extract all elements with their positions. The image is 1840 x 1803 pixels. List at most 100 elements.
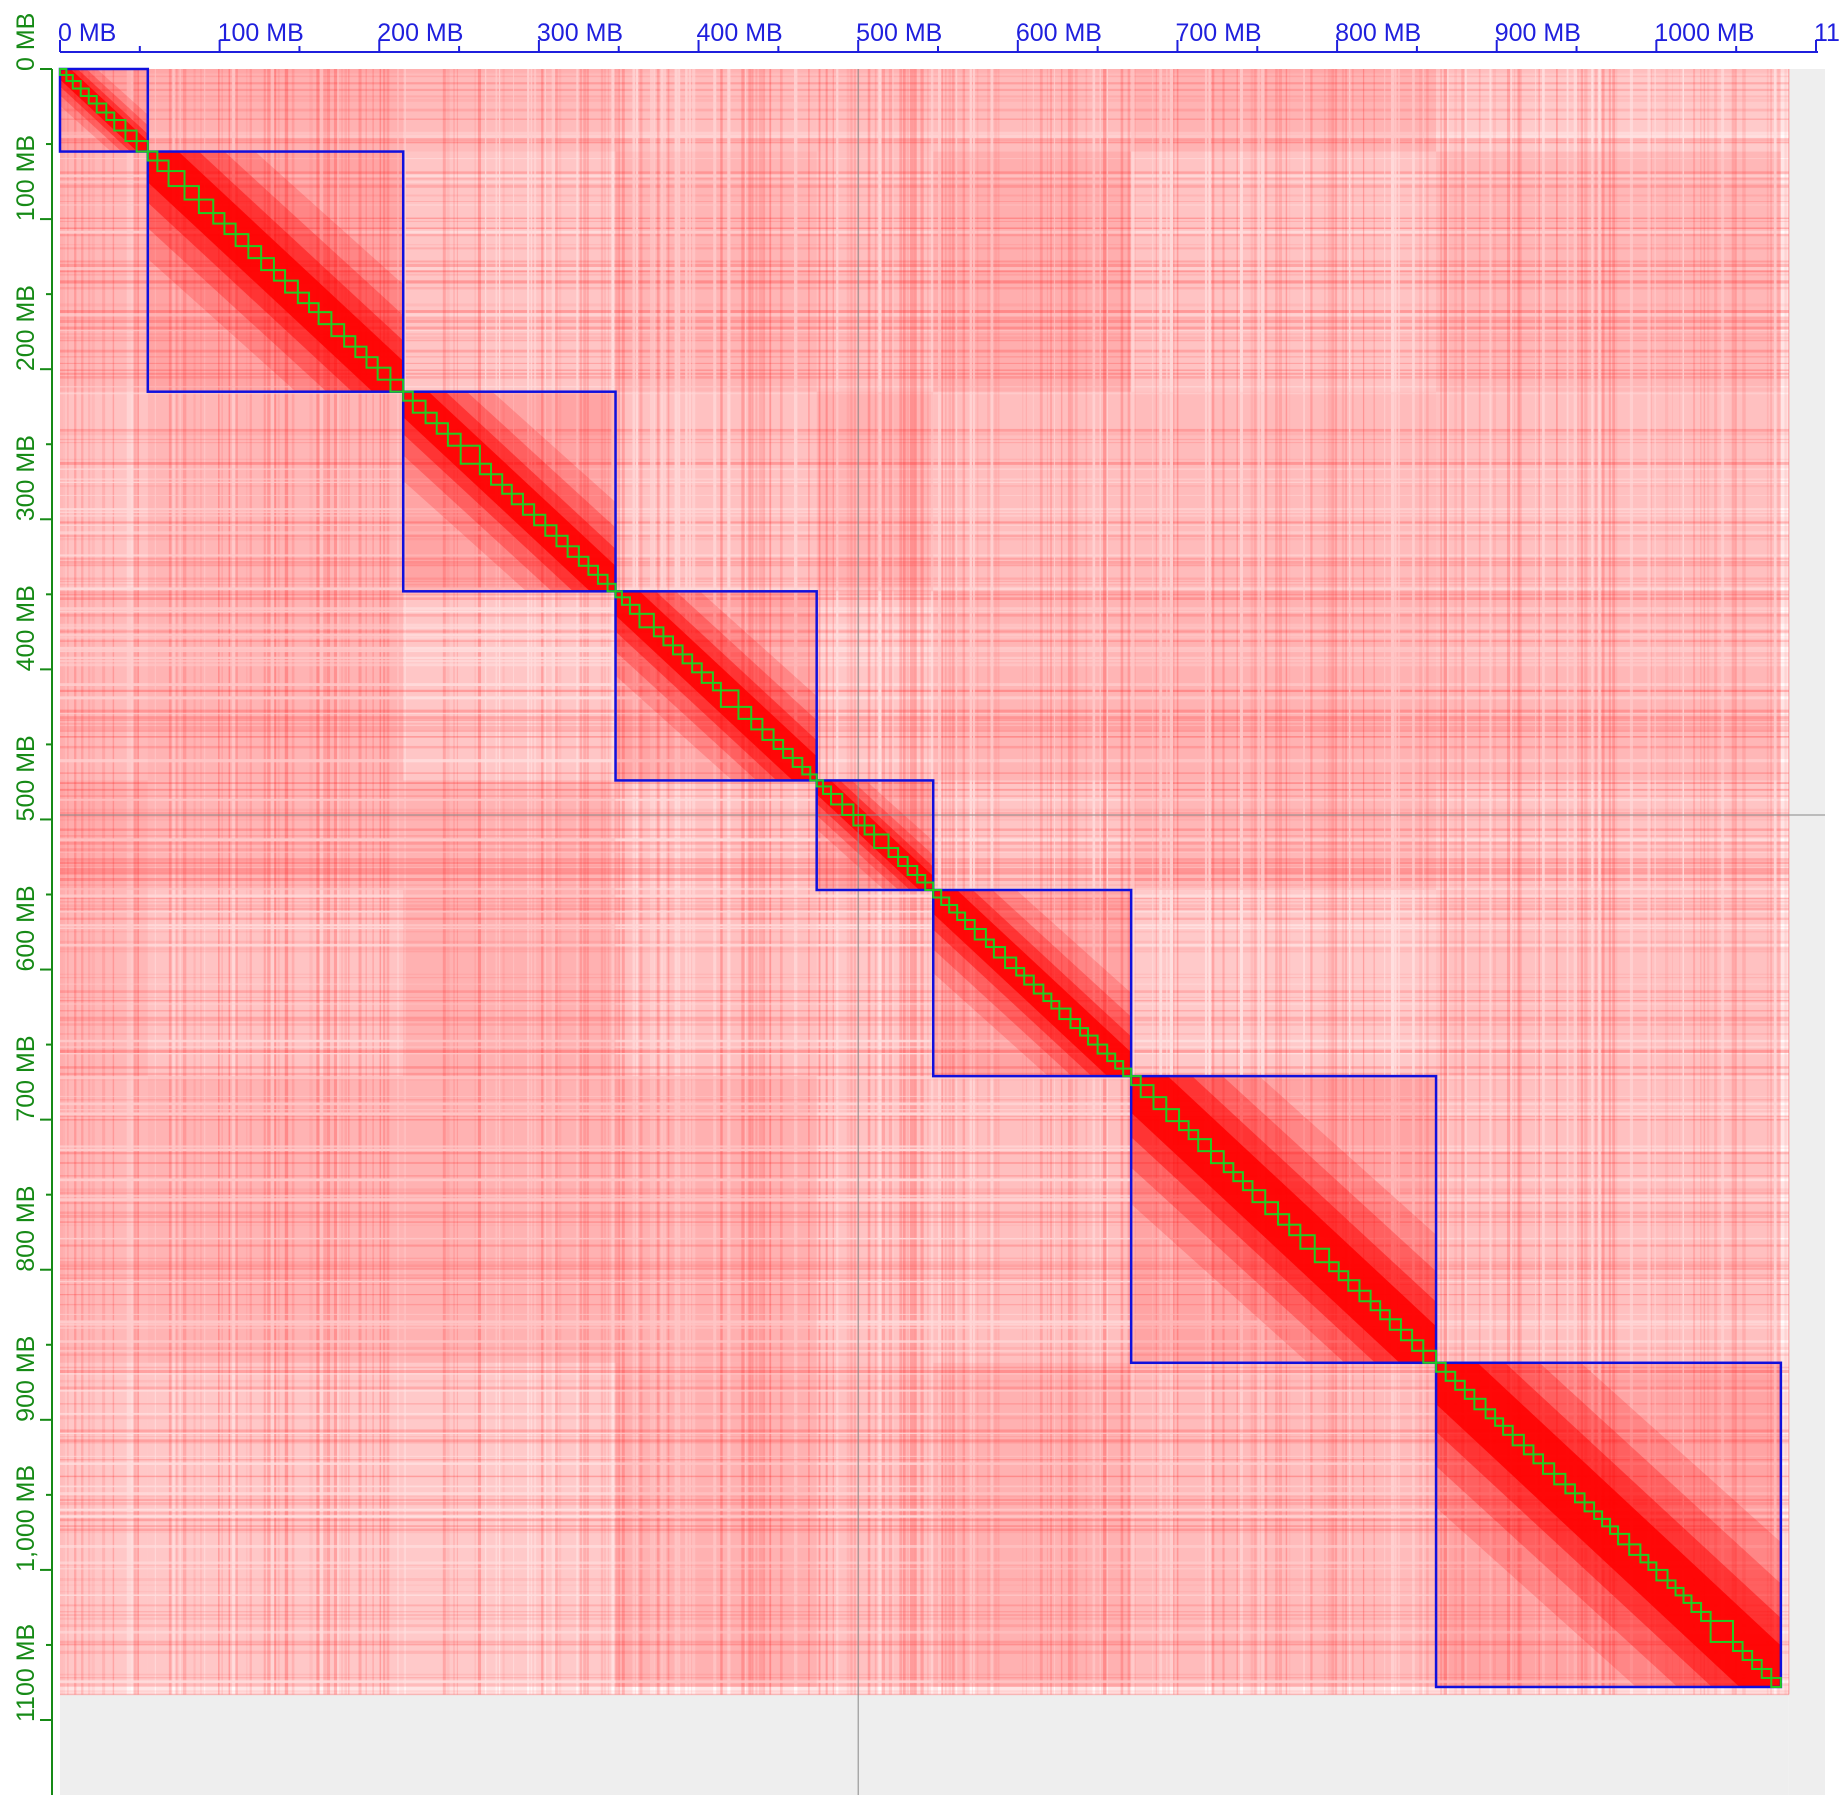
contig-boundary-box[interactable] (1050, 1000, 1061, 1010)
contig-boundary-box[interactable] (1379, 1309, 1391, 1321)
contig-boundary-box[interactable] (478, 462, 493, 476)
contig-boundary-box[interactable] (234, 233, 250, 248)
contig-boundary-box[interactable] (852, 813, 866, 827)
contig-boundary-box[interactable] (587, 564, 599, 576)
contig-boundary-box[interactable] (992, 946, 1007, 959)
contig-boundary-box[interactable] (1700, 1610, 1712, 1622)
contig-boundary-box[interactable] (1096, 1043, 1109, 1055)
contig-boundary-box[interactable] (260, 257, 275, 272)
contig-boundary-box[interactable] (376, 366, 392, 381)
contig-boundary-box[interactable] (411, 399, 427, 414)
contig-boundary-box[interactable] (1152, 1096, 1168, 1111)
contig-boundary-box[interactable] (1087, 1034, 1099, 1046)
contig-boundary-box[interactable] (924, 881, 935, 891)
contig-boundary-box[interactable] (841, 803, 855, 816)
contig-boundary-box[interactable] (1079, 1027, 1090, 1037)
contig-boundary-box[interactable] (906, 864, 919, 876)
contig-boundary-box[interactable] (1288, 1223, 1302, 1237)
contig-boundary-box[interactable] (247, 245, 263, 260)
contig-boundary-box[interactable] (1463, 1388, 1476, 1400)
contig-boundary-box[interactable] (223, 222, 237, 236)
contig-boundary-box[interactable] (1741, 1649, 1754, 1661)
contig-boundary-box[interactable] (614, 590, 623, 599)
contig-boundary-box[interactable] (1347, 1279, 1361, 1292)
contig-boundary-box[interactable] (79, 87, 90, 98)
contig-boundary-box[interactable] (761, 728, 775, 741)
contig-boundary-box[interactable] (1241, 1180, 1254, 1192)
contig-boundary-box[interactable] (1337, 1270, 1350, 1282)
contig-boundary-box[interactable] (1502, 1424, 1514, 1436)
contig-boundary-box[interactable] (167, 170, 186, 188)
contig-boundary-box[interactable] (1494, 1417, 1505, 1427)
contig-boundary-box[interactable] (932, 888, 943, 899)
contig-boundary-box[interactable] (1042, 992, 1053, 1003)
contig-boundary-box[interactable] (1015, 967, 1026, 977)
contig-boundary-box[interactable] (156, 159, 170, 173)
contig-boundary-box[interactable] (501, 483, 513, 495)
contig-boundary-box[interactable] (317, 311, 333, 326)
contig-boundary-box[interactable] (1023, 974, 1035, 986)
contig-boundary-box[interactable] (1593, 1510, 1604, 1520)
contig-boundary-box[interactable] (1358, 1289, 1372, 1303)
contig-boundary-box[interactable] (272, 269, 287, 282)
contig-boundary-box[interactable] (1313, 1247, 1331, 1264)
contig-boundary-box[interactable] (71, 80, 82, 90)
contig-boundary-box[interactable] (446, 432, 462, 447)
contig-boundary-box[interactable] (1573, 1492, 1586, 1504)
contig-boundary-box[interactable] (830, 792, 844, 806)
contig-boundary-box[interactable] (1411, 1339, 1425, 1352)
contig-boundary-box[interactable] (566, 545, 580, 558)
contig-boundary-box[interactable] (700, 671, 714, 684)
contig-boundary-box[interactable] (956, 911, 967, 922)
contig-boundary-box[interactable] (940, 896, 951, 907)
contig-boundary-box[interactable] (1601, 1517, 1612, 1528)
contig-boundary-box[interactable] (1388, 1318, 1402, 1331)
contig-boundary-box[interactable] (1709, 1619, 1734, 1643)
contig-boundary-box[interactable] (750, 717, 764, 731)
contig-boundary-box[interactable] (815, 779, 825, 788)
contig-boundary-box[interactable] (822, 785, 833, 795)
contig-boundary-box[interactable] (1731, 1640, 1744, 1652)
contig-boundary-box[interactable] (354, 345, 368, 359)
contig-boundary-box[interactable] (1511, 1433, 1525, 1447)
contig-boundary-box[interactable] (1178, 1120, 1190, 1132)
contig-boundary-box[interactable] (964, 919, 976, 931)
contig-boundary-box[interactable] (620, 596, 631, 606)
contig-boundary-box[interactable] (1299, 1234, 1316, 1250)
contig-boundary-box[interactable] (1251, 1189, 1267, 1204)
contig-boundary-box[interactable] (389, 378, 405, 393)
contig-boundary-box[interactable] (652, 626, 665, 638)
contig-boundary-box[interactable] (533, 513, 547, 527)
contig-boundary-box[interactable] (1197, 1138, 1212, 1153)
contig-boundary-box[interactable] (183, 185, 200, 201)
contig-boundary-box[interactable] (737, 705, 753, 720)
chromosome-boundary-box[interactable] (401, 390, 617, 593)
contig-boundary-box[interactable] (1484, 1408, 1497, 1420)
contig-boundary-box[interactable] (146, 150, 159, 162)
contig-boundary-box[interactable] (87, 95, 98, 105)
contig-boundary-box[interactable] (1760, 1667, 1773, 1679)
contig-boundary-box[interactable] (1532, 1453, 1545, 1465)
contig-boundary-box[interactable] (459, 444, 481, 465)
contig-boundary-box[interactable] (1032, 983, 1045, 995)
contig-boundary-box[interactable] (1069, 1018, 1082, 1030)
contig-boundary-box[interactable] (510, 492, 524, 506)
contig-boundary-box[interactable] (791, 756, 804, 768)
contig-boundary-box[interactable] (662, 635, 675, 647)
contig-boundary-box[interactable] (596, 573, 609, 585)
contig-boundary-box[interactable] (948, 904, 959, 914)
contig-boundary-box[interactable] (1690, 1601, 1703, 1613)
chromosome-boundary-box[interactable] (1434, 1361, 1783, 1689)
chromosome-boundary-box[interactable] (1129, 1074, 1438, 1365)
contig-boundary-box[interactable] (873, 833, 890, 849)
contig-boundary-box[interactable] (672, 644, 684, 656)
contig-boundary-box[interactable] (65, 74, 74, 83)
contig-boundary-box[interactable] (984, 938, 995, 949)
contig-boundary-box[interactable] (1454, 1379, 1466, 1391)
contig-boundary-box[interactable] (296, 291, 311, 305)
contig-boundary-box[interactable] (809, 773, 818, 782)
contig-boundary-box[interactable] (1058, 1007, 1072, 1021)
contig-boundary-box[interactable] (1666, 1579, 1677, 1589)
contig-boundary-box[interactable] (1232, 1171, 1244, 1183)
chromosome-boundary-box[interactable] (931, 888, 1133, 1078)
